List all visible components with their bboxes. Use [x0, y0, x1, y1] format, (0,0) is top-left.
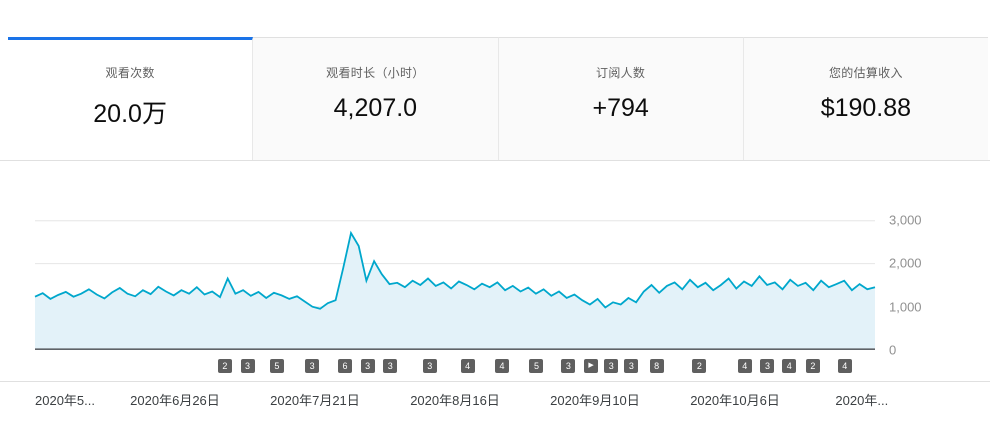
y-axis-label: 0 [889, 342, 897, 358]
tab-views[interactable]: 观看次数 20.0万 [8, 37, 254, 160]
tab-subscribers-value: +794 [592, 94, 649, 122]
video-marker-badge[interactable]: 2 [805, 359, 820, 373]
tab-revenue[interactable]: 您的估算收入 $190.88 [743, 37, 988, 160]
tab-revenue-label: 您的估算收入 [828, 66, 903, 80]
views-line [34, 230, 876, 310]
video-marker-badge[interactable]: 4 [460, 359, 475, 373]
tab-subscribers[interactable]: 订阅人数 +794 [498, 37, 744, 160]
tabs-divider [0, 160, 990, 161]
video-marker-play-badge[interactable]: ▶ [584, 359, 599, 373]
video-marker-badge[interactable]: 3 [240, 359, 255, 373]
tab-watch-time[interactable]: 观看时长（小时） 4,207.0 [253, 37, 499, 160]
video-marker-badge[interactable]: 3 [422, 359, 437, 373]
video-marker-badge[interactable]: 3 [561, 359, 576, 373]
tab-revenue-value: $190.88 [820, 94, 912, 122]
video-marker-badge[interactable]: 8 [649, 359, 664, 373]
x-axis-label: 2020年5... [35, 393, 95, 408]
video-marker-badge[interactable]: 5 [269, 359, 284, 373]
y-axis-label: 1,000 [889, 299, 922, 315]
video-markers-row: 2 3 5 3 6 3 3 3 4 4 5 3 ▶ 3 3 8 2 4 3 4 2 4 [35, 359, 875, 374]
views-chart [34, 220, 876, 350]
y-axis-label: 3,000 [889, 212, 922, 228]
video-marker-badge[interactable]: 3 [624, 359, 639, 373]
tab-views-label: 观看次数 [105, 66, 155, 80]
tab-watch-time-value: 4,207.0 [333, 94, 418, 122]
tab-views-value: 20.0万 [93, 100, 167, 128]
y-axis-labels: 3,000 2,000 1,000 0 [889, 213, 959, 358]
bottom-divider [0, 381, 990, 382]
video-marker-badge[interactable]: 6 [337, 359, 352, 373]
x-axis-label: 2020年9月10日 [550, 393, 640, 408]
x-axis-label: 2020年6月26日 [130, 393, 220, 408]
video-marker-badge[interactable]: 2 [692, 359, 707, 373]
video-marker-badge[interactable]: 4 [837, 359, 852, 373]
video-marker-badge[interactable]: 2 [217, 359, 232, 373]
video-marker-badge[interactable]: 3 [360, 359, 375, 373]
x-axis-label: 2020年7月21日 [270, 393, 360, 408]
metric-tabs: 观看次数 20.0万 观看时长（小时） 4,207.0 订阅人数 +794 您的… [8, 37, 988, 160]
tab-subscribers-label: 订阅人数 [596, 66, 646, 80]
x-axis-label: 2020年... [835, 393, 889, 408]
x-axis-label: 2020年8月16日 [410, 393, 500, 408]
video-marker-badge[interactable]: 3 [760, 359, 775, 373]
video-marker-badge[interactable]: 3 [305, 359, 320, 373]
tab-watch-time-label: 观看时长（小时） [326, 66, 425, 80]
video-marker-badge[interactable]: 3 [604, 359, 619, 373]
x-axis-labels: 2020年5... 2020年6月26日 2020年7月21日 2020年8月16日 2… [35, 390, 888, 410]
video-marker-badge[interactable]: 5 [529, 359, 544, 373]
video-marker-badge[interactable]: 3 [383, 359, 398, 373]
views-chart-svg [34, 220, 876, 350]
views-area [35, 233, 875, 350]
x-axis-label: 2020年10月6日 [690, 393, 780, 408]
video-marker-badge[interactable]: 4 [495, 359, 510, 373]
y-axis-label: 2,000 [889, 255, 922, 271]
video-marker-badge[interactable]: 4 [737, 359, 752, 373]
video-marker-badge[interactable]: 4 [782, 359, 797, 373]
